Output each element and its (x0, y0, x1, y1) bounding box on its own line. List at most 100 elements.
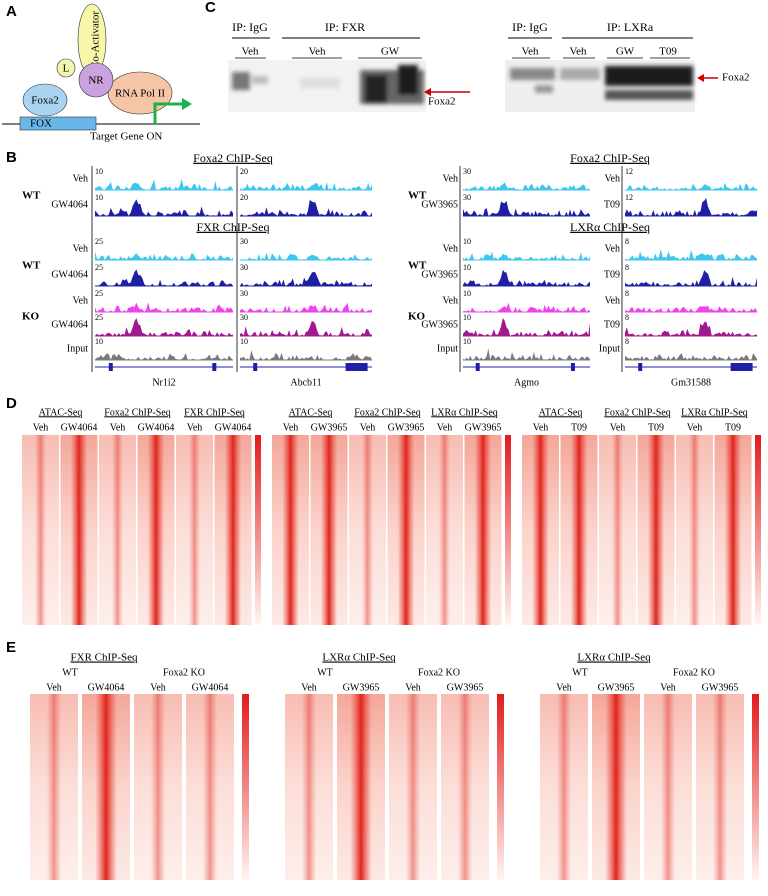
colorbar (242, 694, 249, 880)
track-scale: 10 (95, 167, 103, 176)
heatmap-peak (150, 694, 166, 880)
heatmap-peak (457, 694, 473, 880)
heatmap-peak (301, 694, 317, 880)
track-signal (463, 318, 590, 336)
row-label: GW4064 (51, 269, 88, 280)
genotype-label: WT (408, 190, 427, 202)
condition-label: Veh (437, 422, 453, 433)
condition-label: GW4064 (215, 422, 252, 433)
condition-label: T09 (725, 422, 741, 433)
panel-label: E (6, 639, 16, 656)
condition-label: GW3965 (598, 682, 635, 693)
lane-label: GW (616, 46, 635, 58)
track-scale: 12 (625, 167, 633, 176)
track-scale: 30 (240, 289, 248, 298)
heatmap-peak (188, 435, 201, 625)
assay-title: Foxa2 ChIP-Seq (570, 151, 650, 165)
polymerase-label: RNA Pol II (115, 88, 165, 100)
ligand-label: L (63, 63, 70, 75)
blot-bands (232, 65, 424, 104)
colorbar (755, 435, 761, 625)
track-signal (625, 305, 757, 312)
assay-title: ATAC-Seq (539, 407, 583, 418)
condition-label: Veh (46, 682, 62, 693)
fox-motif (19, 116, 97, 131)
heatmap-peak (361, 435, 374, 625)
genotype-label: KO (22, 311, 40, 323)
condition-label: GW3965 (343, 682, 380, 693)
genotype-label: Foxa2 KO (163, 667, 205, 678)
heatmap-peak (570, 435, 588, 625)
track-signal (625, 353, 757, 360)
track-signal (463, 348, 590, 360)
exon (570, 363, 575, 371)
gene-label: Target Gene ON (90, 131, 162, 143)
lane-label: Veh (308, 46, 326, 58)
lane-label: Veh (241, 46, 259, 58)
heatmap-peak (688, 435, 701, 625)
heatmap-peak (147, 435, 165, 625)
row-label: T09 (604, 199, 620, 210)
condition-label: Veh (283, 422, 299, 433)
heatmap-peak (350, 694, 372, 880)
row-label: Input (599, 343, 620, 354)
row-label: GW3965 (421, 269, 458, 280)
exon (638, 363, 643, 371)
heatmap-peak (46, 694, 62, 880)
track-scale: 10 (95, 337, 103, 346)
track-signal (240, 271, 372, 286)
genotype-label: Foxa2 KO (418, 667, 460, 678)
heatmap-peak (224, 435, 242, 625)
gene-name: Nr1i2 (152, 377, 175, 388)
condition-label: Veh (687, 422, 703, 433)
heatmap-peak (660, 694, 676, 880)
motif-label: FOX (30, 118, 52, 130)
heatmap-peak (95, 694, 117, 880)
heatmap-peak (532, 435, 549, 625)
band-label: Foxa2 (428, 96, 456, 108)
assay-title: ATAC-Seq (289, 407, 333, 418)
condition-label: GW3965 (702, 682, 739, 693)
foxa2-shape (22, 83, 68, 117)
track-scale: 25 (95, 313, 103, 322)
track-scale: 25 (95, 289, 103, 298)
track-scale: 10 (463, 237, 471, 246)
row-label: Input (437, 343, 458, 354)
condition-label: GW4064 (192, 682, 229, 693)
track-scale: 10 (95, 193, 103, 202)
condition-label: Veh (301, 682, 317, 693)
track-scale: 30 (240, 263, 248, 272)
heatmap-peak (111, 435, 124, 625)
gene-name: Gm31588 (671, 377, 711, 388)
condition-label: T09 (648, 422, 664, 433)
lane-label: T09 (659, 46, 677, 58)
genotype-label: WT (22, 260, 41, 272)
heatmap-peak (397, 435, 415, 625)
track-scale: 10 (463, 313, 471, 322)
row-label: Veh (442, 243, 458, 254)
row-label: Veh (442, 173, 458, 184)
ip-title: IP: IgG (232, 20, 268, 34)
heatmap-peak (647, 435, 665, 625)
track-signal (95, 318, 233, 336)
heatmap-peak (712, 694, 728, 880)
receptor-label: NR (88, 75, 104, 87)
row-label: Veh (442, 295, 458, 306)
assay-title: FXR ChIP-Seq (196, 220, 269, 234)
assay-title: LXRα ChIP-Seq (322, 652, 396, 664)
condition-label: Veh (610, 422, 626, 433)
tss-arrowhead (182, 98, 192, 110)
exon (108, 363, 113, 371)
track-scale: 20 (240, 193, 248, 202)
panel-label: A (6, 3, 17, 20)
condition-label: Veh (556, 682, 572, 693)
colorbar (255, 435, 261, 625)
row-label: Veh (72, 243, 88, 254)
condition-label: GW4064 (138, 422, 175, 433)
condition-label: Veh (360, 422, 376, 433)
condition-label: Veh (660, 682, 676, 693)
row-label: GW3965 (421, 199, 458, 210)
genotype-label: WT (572, 667, 588, 678)
track-signal (625, 249, 757, 260)
heatmap-peak (320, 435, 338, 625)
